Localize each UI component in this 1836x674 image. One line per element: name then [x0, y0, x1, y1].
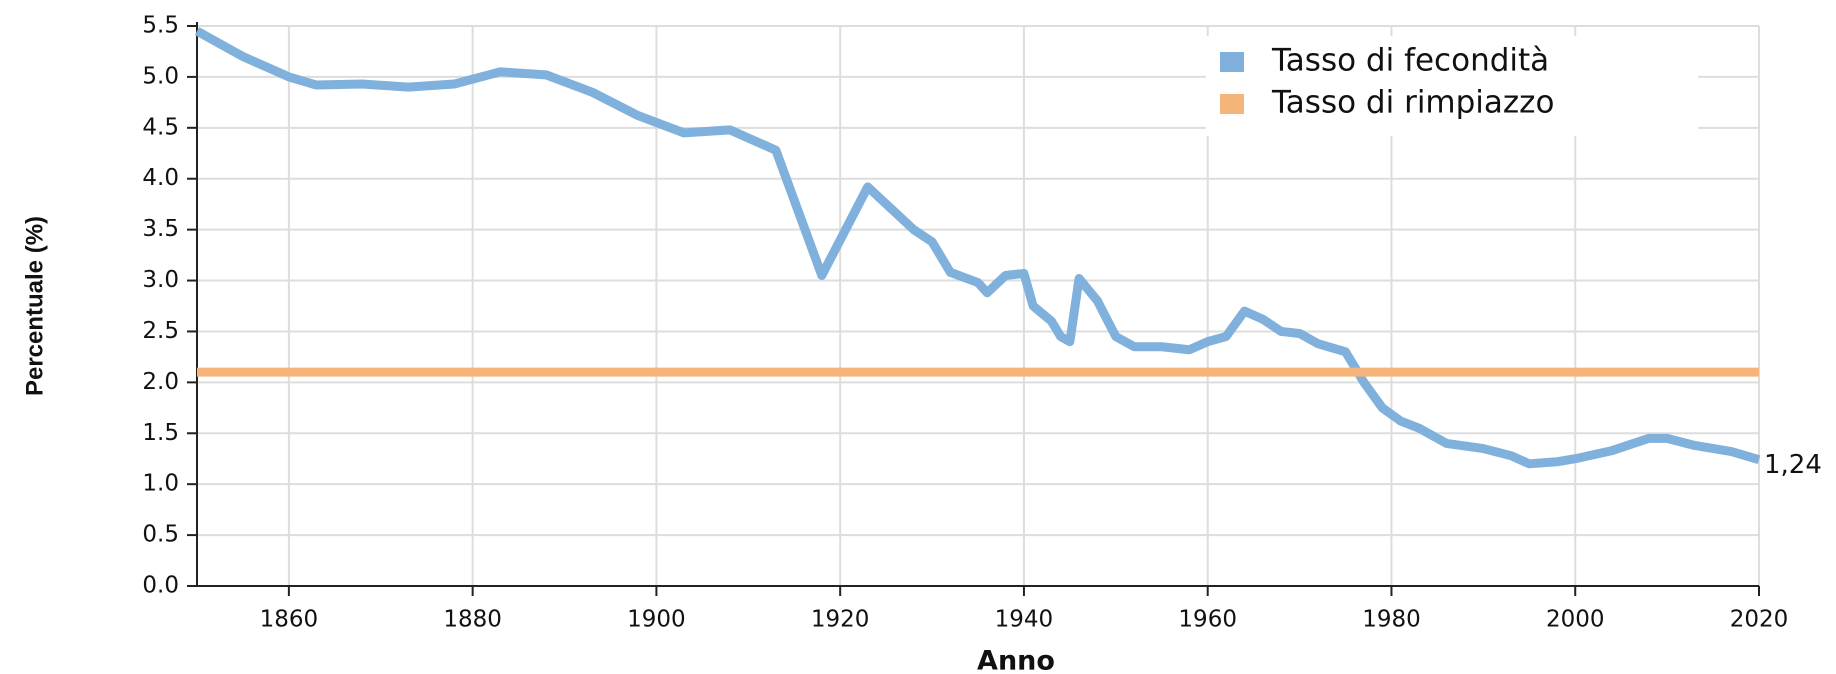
- y-axis-label: Percentuale (%): [21, 216, 48, 396]
- y-tick-label: 3.0: [142, 267, 179, 293]
- y-tick-label: 2.0: [142, 369, 179, 395]
- end-annotation: 1,24: [1764, 450, 1822, 480]
- y-tick-label: 5.5: [142, 13, 179, 39]
- x-tick-label: 2000: [1546, 607, 1605, 633]
- y-tick-label: 3.5: [142, 216, 179, 242]
- y-tick-label: 4.0: [142, 165, 179, 191]
- x-tick-label: 1920: [811, 607, 870, 633]
- legend-swatch: [1220, 94, 1244, 114]
- y-tick-label: 4.5: [142, 114, 179, 140]
- x-tick-label: 1860: [260, 607, 319, 633]
- legend-label: Tasso di fecondità: [1271, 43, 1549, 79]
- y-tick-label: 1.5: [142, 420, 179, 446]
- x-axis-label: Anno: [977, 646, 1055, 674]
- x-tick-label: 1980: [1362, 607, 1421, 633]
- y-tick-label: 2.5: [142, 318, 179, 344]
- x-tick-label: 1940: [995, 607, 1054, 633]
- y-tick-label: 0.0: [142, 573, 179, 599]
- legend-box: [1206, 36, 1698, 136]
- x-tick-label: 1900: [627, 607, 686, 633]
- x-tick-label: 1880: [443, 607, 502, 633]
- x-tick-label: 2020: [1730, 607, 1789, 633]
- legend-label: Tasso di rimpiazzo: [1271, 85, 1554, 121]
- series-line: [194, 27, 1761, 469]
- y-tick-label: 1.0: [142, 471, 179, 497]
- legend-swatch: [1220, 52, 1244, 72]
- y-tick-label: 0.5: [142, 522, 179, 548]
- x-tick-label: 1960: [1178, 607, 1237, 633]
- y-tick-label: 5.0: [142, 63, 179, 89]
